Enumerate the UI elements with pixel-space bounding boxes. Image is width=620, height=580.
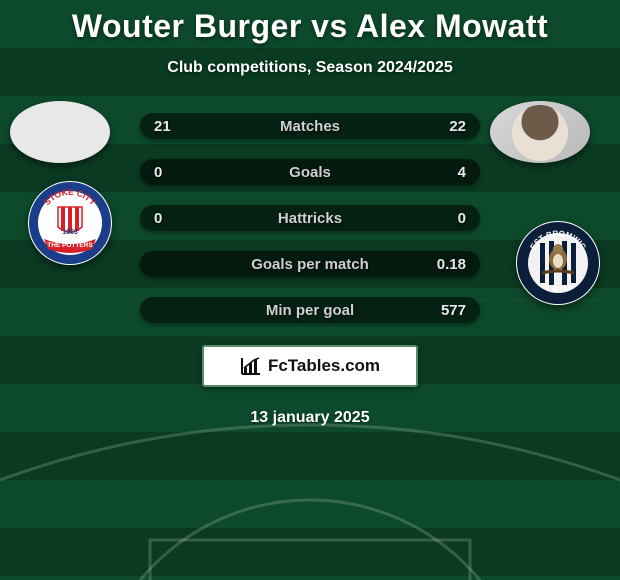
stat-right-value: 4 [426,164,466,181]
stat-right-value: 0 [426,210,466,227]
stat-label: Goals [289,164,331,181]
stat-row-hattricks: 0 Hattricks 0 [140,205,480,231]
stat-row-min-per-goal: Min per goal 577 [140,297,480,323]
stat-left-value: 0 [154,164,194,181]
stat-label: Goals per match [251,256,369,273]
stat-left-value: 0 [154,210,194,227]
club-right-badge: EST BROMWIC A L B I O N [516,221,600,305]
player-right-avatar [490,101,590,163]
player-left-name: Wouter Burger [72,8,302,44]
player-right-name: Alex Mowatt [356,8,548,44]
season-subtitle: Club competitions, Season 2024/2025 [0,59,620,77]
club-left-badge: STOKE CITY 1863 THE POTTERS [28,181,112,265]
stat-right-value: 577 [426,302,466,319]
attribution-box: FcTables.com [202,345,418,387]
stat-label: Matches [280,118,340,135]
player-left-avatar [10,101,110,163]
comparison-title: Wouter Burger vs Alex Mowatt [0,0,620,45]
chart-icon [240,356,262,376]
stat-left-value: 21 [154,118,194,135]
stat-rows: 21 Matches 22 0 Goals 4 0 Hattricks 0 Go… [140,113,480,323]
title-vs: vs [302,8,356,44]
west-brom-crest: EST BROMWIC A L B I O N [516,221,600,305]
stoke-city-crest: STOKE CITY 1863 THE POTTERS [28,181,112,265]
player-right-silhouette [512,105,568,161]
svg-text:THE POTTERS: THE POTTERS [47,242,93,249]
stat-row-matches: 21 Matches 22 [140,113,480,139]
stat-label: Hattricks [278,210,342,227]
stat-row-goals-per-match: Goals per match 0.18 [140,251,480,277]
stat-right-value: 0.18 [426,256,466,273]
attribution-text: FcTables.com [268,356,380,376]
svg-text:1863: 1863 [62,229,78,236]
comparison-content: STOKE CITY 1863 THE POTTERS EST BROMWIC … [0,113,620,427]
snapshot-date: 13 january 2025 [0,409,620,427]
stat-right-value: 22 [426,118,466,135]
stat-label: Min per goal [266,302,354,319]
stat-row-goals: 0 Goals 4 [140,159,480,185]
